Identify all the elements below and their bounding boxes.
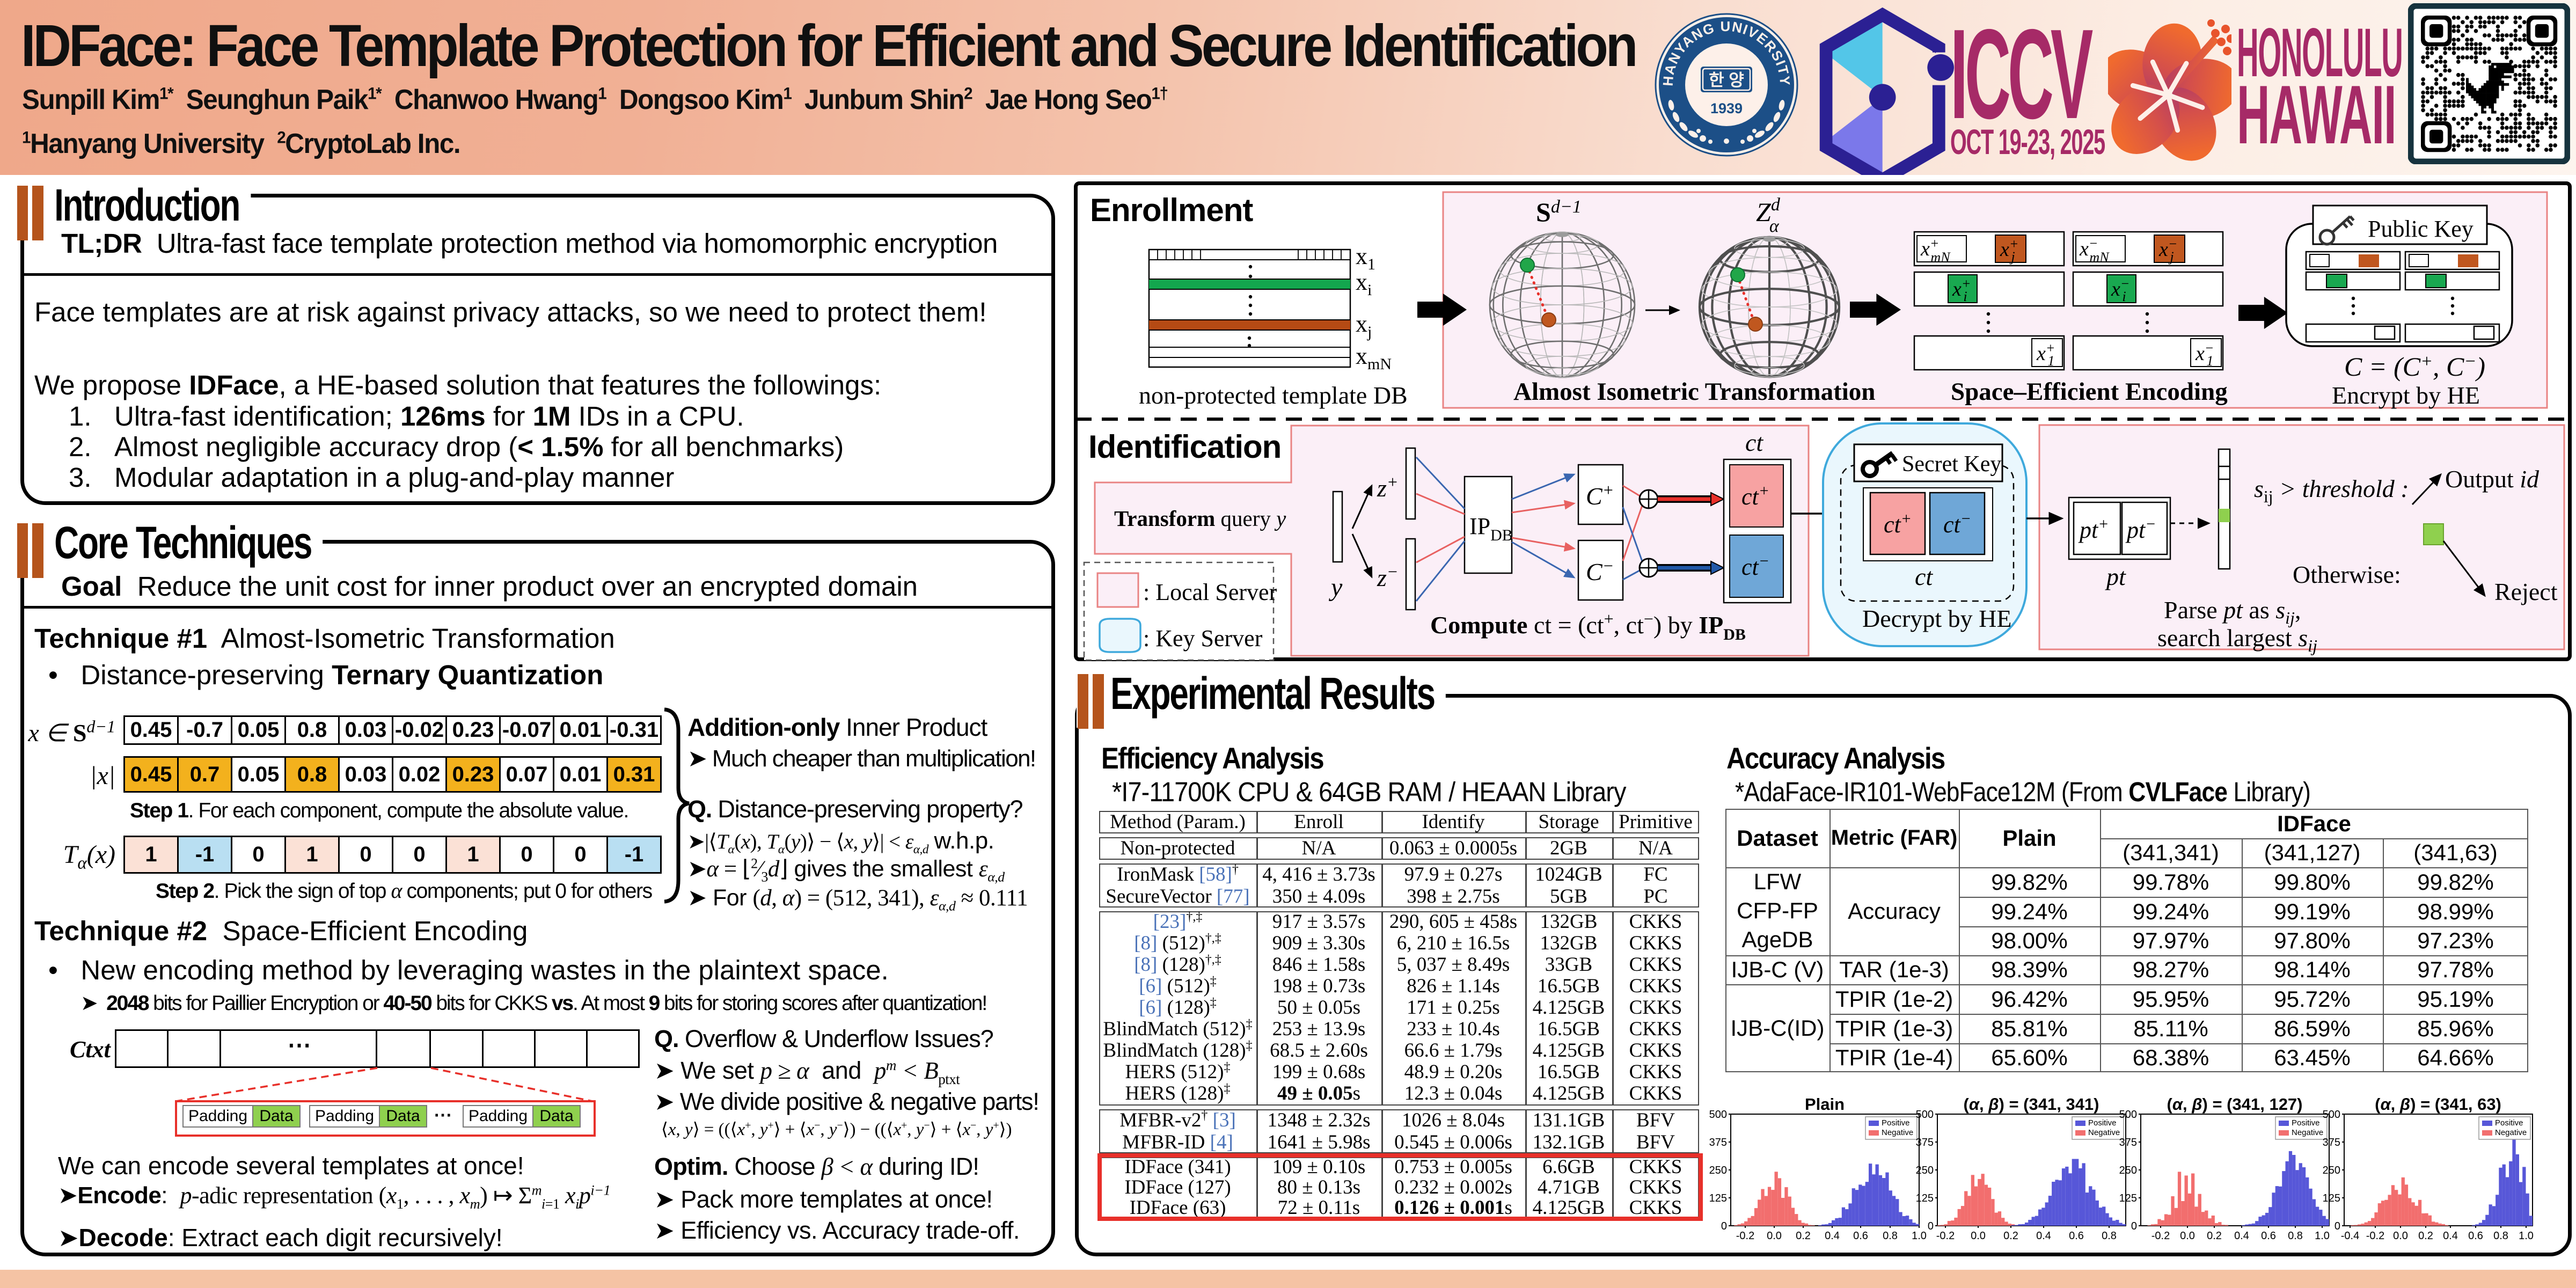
svg-text:x−mN: x− mN <box>2079 236 2110 265</box>
svg-text:0.2: 0.2 <box>2207 1230 2222 1242</box>
svg-text:0.6: 0.6 <box>1853 1230 1868 1242</box>
svg-text:500: 500 <box>1709 1109 1727 1121</box>
svg-text:0: 0 <box>1928 1220 1934 1232</box>
svg-text:375: 375 <box>1916 1137 1934 1148</box>
svg-text:Identification: Identification <box>1088 429 1281 465</box>
svg-text:-0.4: -0.4 <box>2341 1230 2359 1242</box>
svg-text:0: 0 <box>2131 1220 2137 1232</box>
svg-text:375: 375 <box>1709 1137 1727 1148</box>
svg-text:ct: ct <box>1745 429 1763 456</box>
svg-text:125: 125 <box>1709 1192 1727 1204</box>
svg-text:한 양: 한 양 <box>1709 71 1744 90</box>
svg-text:: Local Server: : Local Server <box>1143 579 1277 605</box>
svg-text:0.0: 0.0 <box>1971 1230 1986 1242</box>
svg-text:0.0: 0.0 <box>2393 1230 2408 1242</box>
svg-text:250: 250 <box>2323 1165 2340 1176</box>
svg-text:Reject: Reject <box>2494 578 2558 605</box>
svg-text:0.2: 0.2 <box>2003 1230 2018 1242</box>
svg-text:Negative: Negative <box>1882 1128 1913 1137</box>
svg-text:x1: x1 <box>1356 243 1375 273</box>
svg-text:Encrypt by HE: Encrypt by HE <box>2332 382 2480 409</box>
svg-text:0.0: 0.0 <box>1767 1230 1782 1242</box>
svg-text:y: y <box>1328 573 1343 602</box>
svg-text:Space–Efficient Encoding: Space–Efficient Encoding <box>1951 378 2228 406</box>
svg-text:-0.2: -0.2 <box>2366 1230 2384 1242</box>
svg-text:non-protected template DB: non-protected template DB <box>1139 382 1408 409</box>
svg-text:0: 0 <box>1721 1220 1727 1232</box>
svg-text:IPDB: IPDB <box>1469 513 1513 544</box>
svg-text:0.8: 0.8 <box>2288 1230 2303 1242</box>
svg-text:1.0: 1.0 <box>1912 1230 1927 1242</box>
svg-text:: Key Server: : Key Server <box>1143 625 1263 652</box>
svg-text:Negative: Negative <box>2088 1128 2120 1137</box>
svg-text:x−1: x− 1 <box>2195 340 2214 369</box>
svg-text:500: 500 <box>2323 1109 2340 1121</box>
svg-text:Compute ct = (ct+, ct−) by IPD: Compute ct = (ct+, ct−) by IPDB <box>1430 609 1746 643</box>
svg-text:250: 250 <box>2119 1165 2137 1176</box>
svg-text:pt: pt <box>2105 563 2126 590</box>
svg-text:xj: xj <box>1356 311 1372 341</box>
svg-text:xmN: xmN <box>1356 343 1392 373</box>
svg-text:0.4: 0.4 <box>1825 1230 1840 1242</box>
svg-text:-0.2: -0.2 <box>1936 1230 1955 1242</box>
svg-text:250: 250 <box>1709 1165 1727 1176</box>
svg-text:(α, β) = (341, 127): (α, β) = (341, 127) <box>2167 1095 2302 1114</box>
svg-text:Otherwise:: Otherwise: <box>2293 561 2401 588</box>
svg-text:0.8: 0.8 <box>2493 1230 2508 1242</box>
svg-text:x+i: x+ i <box>1952 276 1971 304</box>
svg-text:x+j: x+ j <box>2000 236 2018 265</box>
svg-text:(α, β) = (341, 63): (α, β) = (341, 63) <box>2375 1095 2501 1114</box>
svg-text:125: 125 <box>2323 1192 2340 1204</box>
svg-text:125: 125 <box>2119 1192 2137 1204</box>
svg-text:Positive: Positive <box>2495 1118 2523 1128</box>
svg-text:Enrollment: Enrollment <box>1090 192 1253 228</box>
svg-text:1.0: 1.0 <box>2315 1230 2330 1242</box>
svg-text:Decrypt by HE: Decrypt by HE <box>1862 605 2011 632</box>
svg-text:Positive: Positive <box>2088 1118 2117 1128</box>
svg-text:search largest sij: search largest sij <box>2157 624 2317 655</box>
svg-text:x+mN: x+ mN <box>1920 236 1951 265</box>
svg-text:Parse pt as sij,: Parse pt as sij, <box>2164 596 2301 627</box>
svg-text:1.0: 1.0 <box>2519 1230 2534 1242</box>
svg-text:sij > threshold :: sij > threshold : <box>2254 475 2409 506</box>
svg-text:Positive: Positive <box>2292 1118 2320 1128</box>
svg-text:Positive: Positive <box>1882 1118 1910 1128</box>
svg-text:0.6: 0.6 <box>2261 1230 2276 1242</box>
svg-text:Plain: Plain <box>1805 1095 1845 1114</box>
svg-text:0.4: 0.4 <box>2443 1230 2458 1242</box>
svg-text:0.6: 0.6 <box>2468 1230 2483 1242</box>
svg-text:ct: ct <box>1915 563 1933 590</box>
svg-text:Almost Isometric Transformatio: Almost Isometric Transformation <box>1513 378 1875 406</box>
svg-text:Transform query y: Transform query y <box>1114 506 1286 531</box>
svg-text:0.6: 0.6 <box>2069 1230 2084 1242</box>
svg-text:Negative: Negative <box>2495 1128 2527 1137</box>
svg-text:0.4: 0.4 <box>2234 1230 2249 1242</box>
svg-text:0.8: 0.8 <box>2102 1230 2117 1242</box>
svg-text:250: 250 <box>1916 1165 1934 1176</box>
svg-text:0: 0 <box>2334 1220 2340 1232</box>
svg-text:Secret Key: Secret Key <box>1902 452 2001 477</box>
svg-text:0.8: 0.8 <box>1883 1230 1898 1242</box>
svg-text:x+1: x+ 1 <box>2036 340 2055 369</box>
svg-text:xi: xi <box>1356 269 1372 299</box>
svg-text:-0.2: -0.2 <box>1736 1230 1754 1242</box>
svg-text:ct+: ct+ <box>1741 482 1769 510</box>
svg-text:C = (C+, C−): C = (C+, C−) <box>2344 352 2485 382</box>
svg-text:500: 500 <box>1916 1109 1934 1121</box>
svg-text:Output id: Output id <box>2445 465 2540 493</box>
svg-text:125: 125 <box>1916 1192 1934 1204</box>
svg-text:-0.2: -0.2 <box>2151 1230 2170 1242</box>
svg-text:375: 375 <box>2119 1137 2137 1148</box>
svg-text:1939: 1939 <box>1710 100 1743 116</box>
svg-text:Negative: Negative <box>2292 1128 2323 1137</box>
svg-text:375: 375 <box>2323 1137 2340 1148</box>
svg-text:0.0: 0.0 <box>2180 1230 2195 1242</box>
svg-text:(α, β) = (341, 341): (α, β) = (341, 341) <box>1963 1095 2099 1114</box>
svg-text:0.4: 0.4 <box>2036 1230 2051 1242</box>
svg-text:500: 500 <box>2119 1109 2137 1121</box>
svg-text:Public Key: Public Key <box>2368 216 2473 242</box>
svg-text:0.2: 0.2 <box>2418 1230 2433 1242</box>
svg-text:0.2: 0.2 <box>1796 1230 1811 1242</box>
